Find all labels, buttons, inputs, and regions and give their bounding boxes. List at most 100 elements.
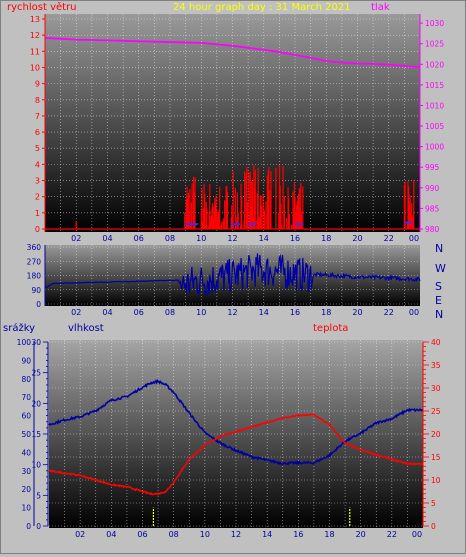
x-tick-label: 16 bbox=[290, 308, 300, 317]
x-tick-label: 04 bbox=[102, 308, 112, 317]
rain-tick-label: 20 bbox=[21, 485, 31, 494]
x-tick-label: 10 bbox=[196, 234, 206, 243]
x-tick-label: 08 bbox=[165, 308, 175, 317]
chart-title: 24 hour graph day : 31 March 2021 bbox=[173, 2, 351, 13]
wind-tick-label: 9 bbox=[35, 80, 40, 89]
wind-tick-label: 11 bbox=[30, 47, 40, 56]
wind-tick-label: 7 bbox=[35, 112, 40, 121]
humidity-tick-label: 0 bbox=[36, 522, 41, 531]
x-tick-label: 18 bbox=[321, 234, 331, 243]
pressure-tick-label: 995 bbox=[425, 163, 440, 172]
humidity-tick-label: 25 bbox=[31, 369, 41, 378]
x-tick-label: 12 bbox=[227, 308, 237, 317]
direction-tick-label: 270 bbox=[27, 257, 42, 266]
x-tick-label: 16 bbox=[293, 530, 303, 539]
wind-tick-label: 10 bbox=[30, 63, 40, 72]
x-tick-label: 16 bbox=[290, 234, 300, 243]
x-tick-label: 22 bbox=[384, 234, 394, 243]
x-tick-label: 14 bbox=[262, 530, 272, 539]
wind-tick-label: 5 bbox=[35, 144, 40, 153]
x-tick-label: 04 bbox=[106, 530, 116, 539]
pressure-tick-label: 985 bbox=[425, 204, 440, 213]
pressure-tick-label: 1030 bbox=[425, 19, 444, 28]
compass-label: N bbox=[435, 242, 443, 255]
direction-tick-label: 360 bbox=[27, 243, 42, 252]
temperature-axis-title: teplota bbox=[313, 323, 348, 334]
x-tick-label: 20 bbox=[352, 234, 362, 243]
humidity-axis-title: vlhkost bbox=[68, 323, 104, 334]
x-tick-label: 08 bbox=[165, 234, 175, 243]
x-tick-label: 06 bbox=[134, 234, 144, 243]
temperature-tick-label: 5 bbox=[431, 499, 436, 508]
humidity-tick-label: 20 bbox=[31, 399, 41, 408]
compass-label: W bbox=[435, 262, 446, 275]
wind-pressure-chart: 02 04 06 08 10 12 14 16 18 20 22 000123456789101112… bbox=[30, 14, 444, 243]
compass-label: N bbox=[435, 308, 443, 321]
x-tick-label: 14 bbox=[259, 308, 269, 317]
compass-label: E bbox=[435, 294, 442, 307]
humidity-temperature-chart: 02 04 06 08 10 12 14 16 18 20 22 000102030405060708… bbox=[17, 338, 441, 539]
humidity-line bbox=[48, 378, 424, 466]
temperature-tick-label: 30 bbox=[431, 384, 441, 393]
rain-tick-label: 90 bbox=[21, 356, 31, 365]
temperature-line bbox=[48, 413, 424, 496]
x-tick-label: 02 bbox=[71, 308, 81, 317]
wind-direction-line bbox=[44, 253, 421, 296]
direction-tick-label: 180 bbox=[27, 272, 42, 281]
rain-tick-label: 10 bbox=[21, 504, 31, 513]
x-tick-label: 18 bbox=[324, 530, 334, 539]
humidity-tick-label: 30 bbox=[31, 338, 41, 347]
wind-axis-title: rychlost větru bbox=[7, 1, 77, 13]
compass-label: S bbox=[435, 280, 442, 293]
rain-tick-label: 0 bbox=[26, 522, 31, 531]
x-tick-label: 08 bbox=[169, 530, 179, 539]
pressure-tick-label: 1005 bbox=[425, 122, 444, 131]
wind-tick-label: 4 bbox=[35, 160, 40, 169]
temperature-tick-label: 25 bbox=[431, 407, 441, 416]
x-tick-label: 02 bbox=[71, 234, 81, 243]
rain-tick-label: 60 bbox=[21, 412, 31, 421]
temperature-tick-label: 10 bbox=[431, 476, 441, 485]
rain-tick-label: 40 bbox=[21, 448, 31, 457]
x-tick-label: 10 bbox=[196, 308, 206, 317]
x-tick-label: 00 bbox=[409, 308, 419, 317]
x-tick-label: 22 bbox=[384, 308, 394, 317]
x-tick-label: 06 bbox=[134, 308, 144, 317]
temperature-tick-label: 20 bbox=[431, 430, 441, 439]
wind-pressure-plot-area bbox=[45, 14, 420, 232]
x-tick-label: 02 bbox=[75, 530, 85, 539]
wind-tick-label: 3 bbox=[35, 177, 40, 186]
wind-tick-label: 6 bbox=[35, 128, 40, 137]
direction-tick-label: 90 bbox=[31, 286, 41, 295]
pressure-axis-title: tlak bbox=[371, 2, 390, 13]
pressure-tick-label: 980 bbox=[425, 225, 440, 234]
wind-tick-label: 13 bbox=[30, 15, 40, 24]
x-tick-label: 18 bbox=[321, 308, 331, 317]
x-tick-label: 06 bbox=[137, 530, 147, 539]
x-tick-label: 14 bbox=[259, 234, 269, 243]
pressure-line bbox=[44, 37, 421, 69]
pressure-tick-label: 1015 bbox=[425, 81, 444, 90]
pressure-tick-label: 1020 bbox=[425, 60, 444, 69]
humidity-tick-label: 10 bbox=[31, 461, 41, 470]
pressure-tick-label: 1000 bbox=[425, 143, 444, 152]
x-tick-label: 12 bbox=[227, 234, 237, 243]
humidity-tick-label: 15 bbox=[31, 430, 41, 439]
rain-axis-title: srážky bbox=[3, 322, 35, 334]
x-tick-label: 04 bbox=[102, 234, 112, 243]
x-tick-label: 10 bbox=[200, 530, 210, 539]
x-tick-label: 20 bbox=[352, 308, 362, 317]
pressure-tick-label: 1010 bbox=[425, 101, 444, 110]
x-tick-label: 22 bbox=[387, 530, 397, 539]
x-tick-label: 12 bbox=[231, 530, 241, 539]
rain-tick-label: 30 bbox=[21, 467, 31, 476]
rain-tick-label: 100 bbox=[17, 338, 32, 347]
rain-tick-label: 70 bbox=[21, 393, 31, 402]
x-tick-label: 20 bbox=[356, 530, 366, 539]
x-tick-label: 00 bbox=[409, 234, 419, 243]
direction-tick-label: 0 bbox=[36, 300, 41, 309]
rain-tick-label: 50 bbox=[21, 430, 31, 439]
humidity-tick-label: 5 bbox=[36, 491, 41, 500]
